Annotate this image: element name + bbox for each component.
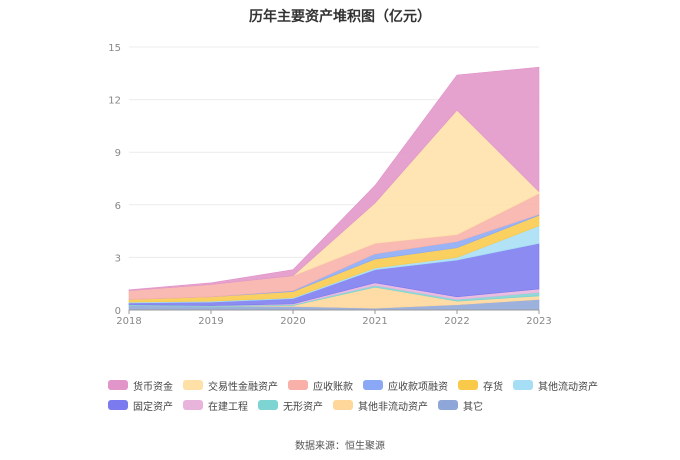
legend-swatch <box>108 380 128 390</box>
legend-label: 应收账款 <box>313 381 353 393</box>
x-tick-label: 2018 <box>116 316 141 327</box>
legend-swatch <box>513 380 533 390</box>
y-tick-label: 12 <box>108 96 121 107</box>
legend-label: 应收款项融资 <box>388 381 448 393</box>
legend-item[interactable]: 在建工程 <box>183 398 248 413</box>
legend-swatch <box>183 400 203 410</box>
x-tick-label: 2023 <box>526 316 551 327</box>
legend-item[interactable]: 其他非流动资产 <box>333 398 428 413</box>
stacked-area-chart: 0 3 6 9 12 15 2018 2019 2020 2021 2022 2023 <box>108 43 552 327</box>
y-tick-label: 9 <box>115 148 121 159</box>
y-tick-label: 0 <box>115 306 121 317</box>
chart-legend: 货币资金 交易性金融资产 应收账款 应收款项融资 存货 其他流动资产固定资产 在建工程 无形资… <box>108 378 608 413</box>
x-tick-label: 2019 <box>198 316 223 327</box>
legend-item[interactable]: 交易性金融资产 <box>183 378 278 393</box>
legend-swatch <box>288 380 308 390</box>
legend-item[interactable]: 应收款项融资 <box>363 378 448 393</box>
legend-label: 在建工程 <box>208 401 248 413</box>
legend-item[interactable]: 应收账款 <box>288 378 353 393</box>
y-tick-label: 6 <box>115 201 121 212</box>
legend-label: 其他流动资产 <box>538 381 598 393</box>
legend-item[interactable]: 其他流动资产 <box>513 378 598 393</box>
area-series-10 <box>128 66 540 292</box>
legend-swatch <box>333 400 353 410</box>
y-tick-label: 3 <box>115 253 121 264</box>
legend-swatch <box>108 400 128 410</box>
legend-item[interactable]: 存货 <box>458 378 503 393</box>
legend-label: 其它 <box>463 401 483 413</box>
chart-title: 历年主要资产堆积图（亿元） <box>249 9 431 25</box>
legend-item[interactable]: 无形资产 <box>258 398 323 413</box>
legend-swatch <box>363 380 383 390</box>
legend-label: 固定资产 <box>133 401 173 413</box>
data-source-note: 数据来源：恒生聚源 <box>295 441 385 452</box>
legend-item[interactable]: 其它 <box>438 398 483 413</box>
area-series <box>128 66 540 311</box>
legend-label: 存货 <box>483 381 503 393</box>
legend-swatch <box>438 400 458 410</box>
x-tick-label: 2020 <box>280 316 305 327</box>
legend-swatch <box>458 380 478 390</box>
x-axis-ticks: 2018 2019 2020 2021 2022 2023 <box>116 310 552 327</box>
x-tick-label: 2022 <box>444 316 469 327</box>
legend-label: 无形资产 <box>283 401 323 413</box>
x-tick-label: 2021 <box>362 316 387 327</box>
legend-label: 交易性金融资产 <box>208 381 278 393</box>
legend-swatch <box>258 400 278 410</box>
legend-swatch <box>183 380 203 390</box>
y-tick-label: 15 <box>108 43 121 54</box>
y-axis-ticks: 0 3 6 9 12 15 <box>108 43 121 317</box>
legend-label: 其他非流动资产 <box>358 401 428 413</box>
legend-item[interactable]: 固定资产 <box>108 398 173 413</box>
legend-label: 货币资金 <box>133 381 173 393</box>
legend-item[interactable]: 货币资金 <box>108 378 173 393</box>
